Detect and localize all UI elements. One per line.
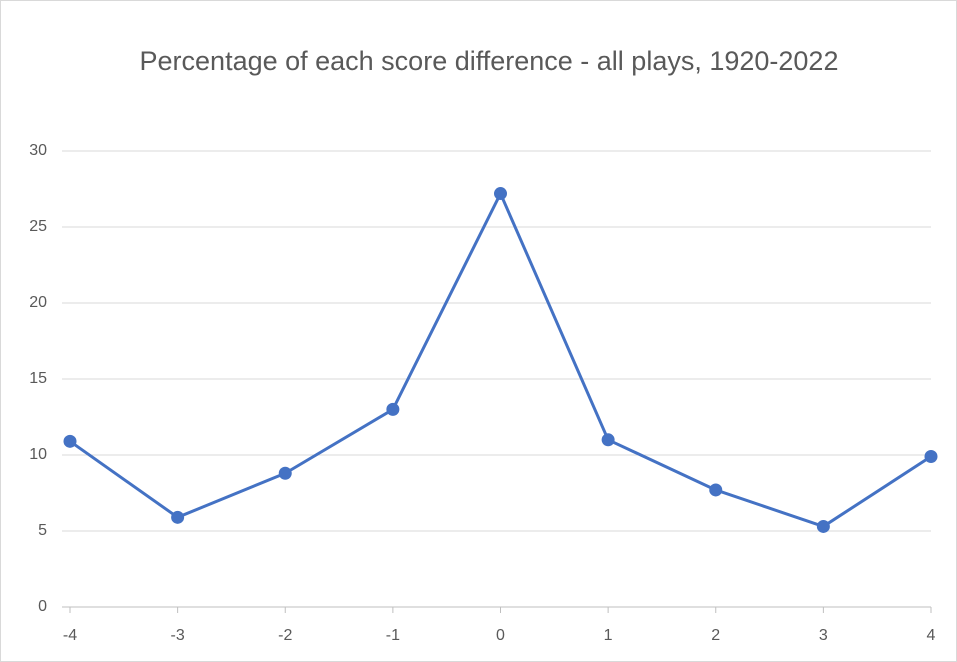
y-tick-label: 30 <box>29 142 47 159</box>
marker <box>386 402 400 416</box>
marker <box>601 433 615 447</box>
x-tick-label: -3 <box>171 627 185 644</box>
y-tick-label: 20 <box>29 294 47 311</box>
chart-title: Percentage of each score difference - al… <box>139 46 839 76</box>
marker <box>924 450 938 464</box>
y-tick-label: 5 <box>38 522 47 539</box>
x-tick-label: -4 <box>63 627 77 644</box>
marker <box>816 519 830 533</box>
marker <box>63 434 77 448</box>
x-tick-label: 3 <box>819 627 828 644</box>
y-tick-label: 0 <box>38 598 47 615</box>
x-tick-label: 4 <box>927 627 936 644</box>
x-tick-label: -2 <box>278 627 292 644</box>
x-tick-label: 1 <box>604 627 613 644</box>
marker <box>171 510 185 524</box>
x-tick-label: 0 <box>496 627 505 644</box>
y-tick-label: 25 <box>29 218 47 235</box>
marker <box>494 187 507 201</box>
line <box>69 192 932 528</box>
y-tick-label: 10 <box>29 446 47 463</box>
marker <box>278 466 292 480</box>
y-tick-label: 15 <box>29 370 47 387</box>
marker <box>709 483 723 497</box>
x-tick-label: 2 <box>711 627 720 644</box>
x-tick-label: -1 <box>386 627 400 644</box>
